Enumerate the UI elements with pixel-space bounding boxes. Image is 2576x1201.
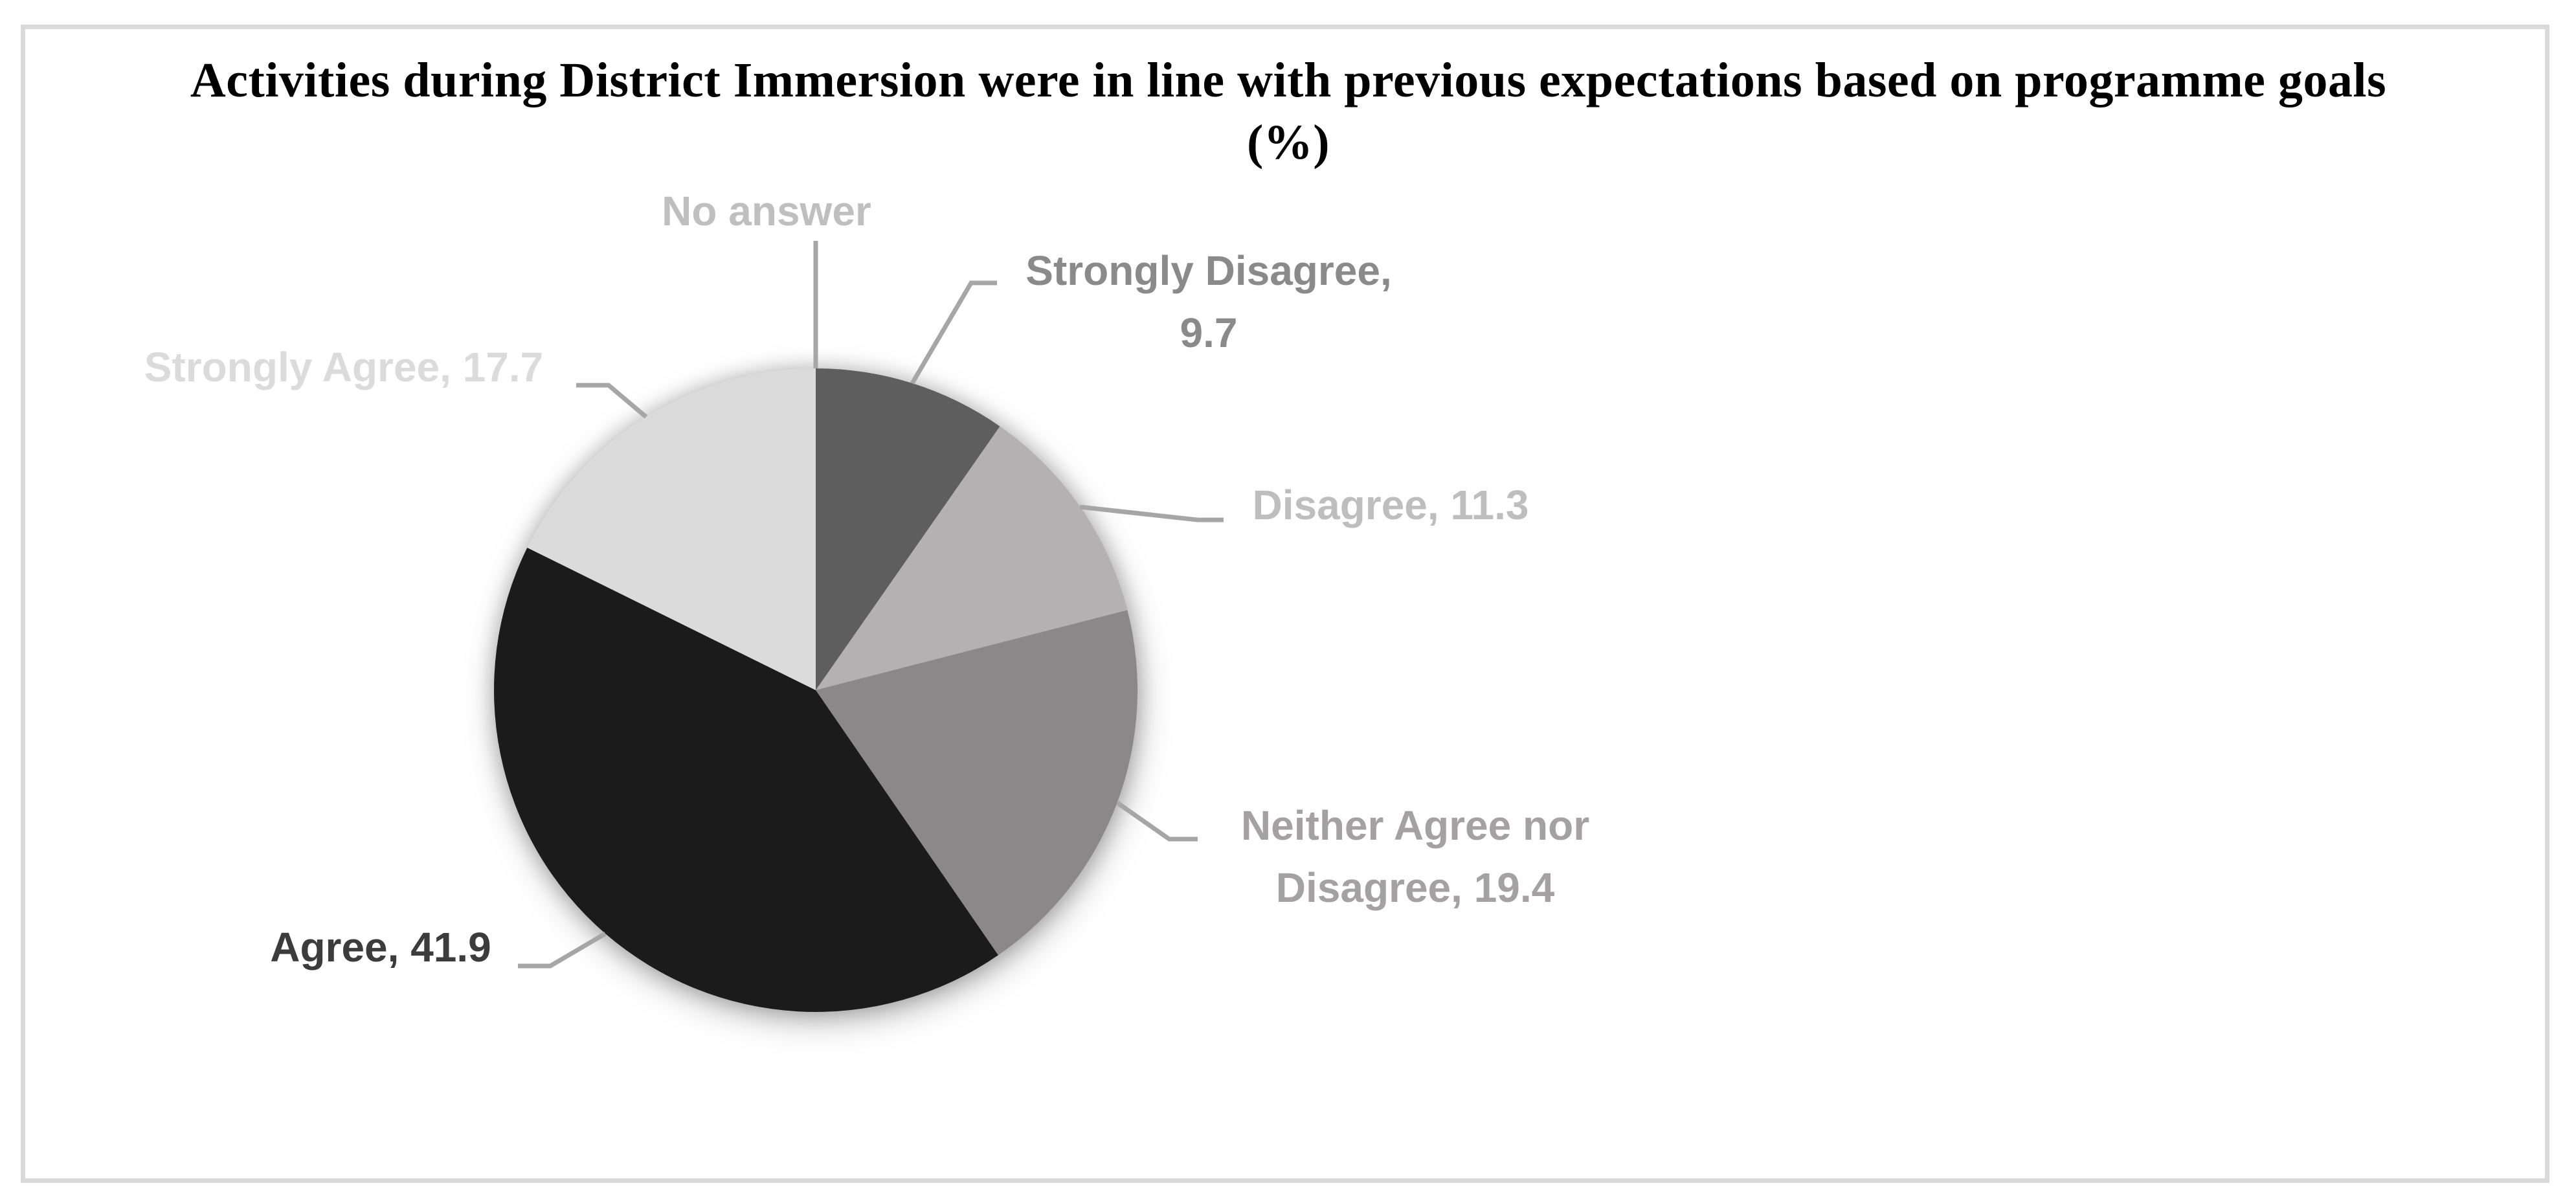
callout-strongly-agree: Strongly Agree, 17.7	[144, 336, 544, 398]
leader-line-strongly-agree	[576, 383, 648, 419]
callout-neither-line2: Disagree, 19.4	[1275, 864, 1555, 911]
callout-neither-agree-nor-disagree: Neither Agree nor Disagree, 19.4	[1241, 794, 1589, 919]
callout-strongly-disagree: Strongly Disagree, 9.7	[1025, 240, 1392, 364]
callout-strongly-disagree-text: Strongly Disagree,	[1025, 247, 1392, 294]
chart-title: Activities during District Immersion wer…	[71, 49, 2505, 174]
pie-slice-agree	[494, 547, 998, 1012]
leader-line-disagree	[1079, 504, 1224, 522]
chart-title-line2: (%)	[1246, 115, 1330, 170]
callout-no-answer-text: No answer	[662, 188, 871, 234]
pie-slice-strongly-agree	[527, 368, 816, 690]
callout-strongly-disagree-value: 9.7	[1180, 309, 1238, 356]
chart-title-line1: Activities during District Immersion wer…	[190, 53, 2387, 107]
callout-disagree-text: Disagree, 11.3	[1252, 482, 1529, 528]
callout-strongly-agree-text: Strongly Agree, 17.7	[144, 344, 544, 390]
leader-line-strongly-disagree	[910, 280, 997, 385]
pie-slice-disagree	[816, 426, 1128, 690]
callout-agree: Agree, 41.9	[270, 916, 491, 978]
callout-no-answer: No answer	[662, 180, 871, 242]
leader-line-agree	[518, 931, 607, 969]
leader-line-neither	[1115, 801, 1198, 842]
pie-slice-neither-agree-nor-disagree	[816, 610, 1138, 956]
callout-neither-line1: Neither Agree nor	[1240, 802, 1590, 849]
pie-slice-strongly-disagree	[816, 368, 1000, 690]
chart-border	[21, 25, 2549, 1183]
callout-disagree: Disagree, 11.3	[1253, 474, 1529, 536]
callout-agree-text: Agree, 41.9	[270, 924, 491, 971]
